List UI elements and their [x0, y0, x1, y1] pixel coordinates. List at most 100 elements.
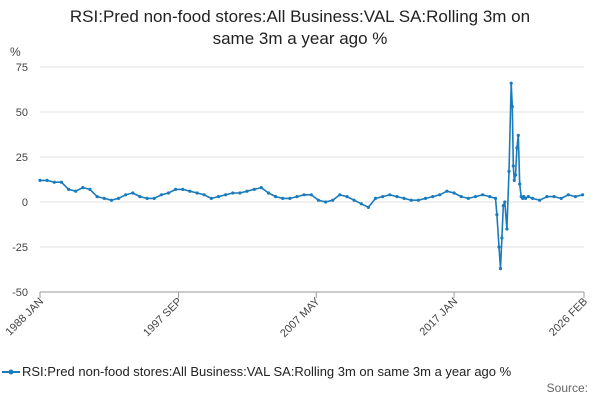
y-tick-label: -25 [12, 242, 28, 254]
data-point [302, 193, 306, 197]
data-point [124, 193, 128, 197]
data-point [359, 202, 363, 206]
data-point [545, 195, 549, 199]
data-point [526, 195, 530, 199]
data-point [501, 204, 505, 208]
data-point [109, 198, 113, 202]
data-point [566, 193, 570, 197]
data-point [352, 198, 356, 202]
data-point [381, 195, 385, 199]
data-point [495, 213, 499, 217]
legend-label: RSI:Pred non-food stores:All Business:VA… [22, 364, 512, 379]
data-point [531, 196, 535, 200]
data-point [202, 193, 206, 197]
data-point [466, 196, 470, 200]
data-point [181, 187, 185, 191]
y-tick-label: 0 [22, 197, 28, 209]
data-point [209, 196, 213, 200]
data-point [188, 189, 192, 193]
data-point [38, 178, 42, 182]
data-point [331, 198, 335, 202]
data-point [581, 193, 585, 197]
data-point [373, 196, 378, 200]
data-point [174, 187, 178, 191]
data-point [338, 193, 342, 197]
chart-title-line-1: RSI:Pred non-food stores:All Business:VA… [69, 7, 531, 26]
legend-swatch-icon [2, 369, 20, 375]
data-point [445, 189, 449, 193]
data-point [481, 193, 485, 197]
data-point [523, 196, 528, 200]
data-point [552, 195, 556, 199]
data-point [573, 195, 578, 199]
chart-title-line-2: same 3m a year ago % [212, 29, 388, 48]
data-point [316, 198, 320, 202]
data-point [288, 196, 292, 200]
data-point [116, 196, 121, 200]
data-point [52, 180, 56, 184]
data-point [503, 200, 507, 204]
data-point [345, 195, 349, 199]
y-tick-label: -50 [12, 287, 28, 299]
data-point [95, 195, 99, 199]
x-tick-label: 1988 JAN [3, 296, 46, 339]
data-point [274, 195, 278, 199]
data-point [138, 195, 142, 199]
data-point [295, 195, 299, 199]
x-tick-label: 1997 SEP [141, 296, 185, 340]
data-point [166, 191, 171, 195]
data-point [507, 169, 511, 173]
data-point [505, 227, 509, 231]
data-point [266, 191, 271, 195]
data-point [145, 196, 149, 200]
series-line [40, 82, 583, 270]
data-point [245, 189, 249, 193]
data-point [159, 193, 163, 197]
data-point [515, 146, 519, 150]
data-point [395, 195, 399, 199]
data-point [259, 186, 263, 190]
data-point [511, 164, 515, 168]
legend[interactable]: RSI:Pred non-food stores:All Business:VA… [0, 362, 600, 382]
data-point [559, 196, 563, 200]
data-point [500, 236, 504, 240]
x-tick-label: 2026 FEB [547, 296, 590, 339]
data-point [431, 195, 435, 199]
data-point [438, 193, 442, 197]
data-point [488, 195, 492, 199]
data-point [402, 196, 406, 200]
data-point [45, 178, 49, 182]
data-point [452, 191, 456, 195]
data-point [416, 198, 420, 202]
data-point [513, 173, 518, 177]
data-point [309, 193, 313, 197]
data-point [67, 187, 71, 191]
chart-title: RSI:Pred non-food stores:All Business:VA… [0, 6, 600, 50]
y-tick-label: 50 [16, 107, 28, 119]
data-point [510, 105, 514, 109]
data-point [252, 187, 256, 191]
data-point [518, 182, 522, 186]
data-point [59, 180, 64, 184]
data-point [498, 267, 503, 271]
data-point [216, 195, 221, 199]
data-point [88, 187, 92, 191]
data-point [409, 198, 413, 202]
data-point [459, 195, 463, 199]
data-point [366, 205, 370, 209]
data-point [102, 196, 106, 200]
data-point [512, 178, 516, 182]
data-point [516, 133, 520, 137]
x-tick-label: 2007 MAY [278, 295, 323, 340]
data-point [473, 195, 478, 199]
y-axis-label: % [10, 45, 21, 59]
data-point [231, 191, 235, 195]
data-point [493, 196, 498, 200]
data-point [281, 196, 285, 200]
data-point [497, 245, 501, 249]
x-tick-label: 2017 JAN [418, 296, 461, 339]
data-point [238, 191, 242, 195]
data-point [152, 196, 156, 200]
data-point [195, 191, 199, 195]
